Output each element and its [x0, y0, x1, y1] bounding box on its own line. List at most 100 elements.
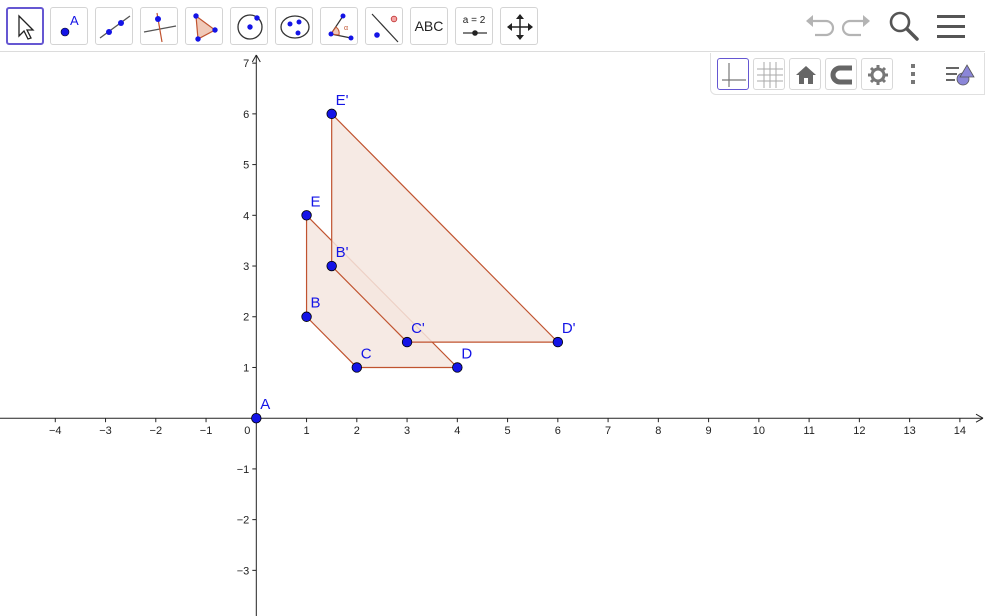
point-e	[301, 210, 312, 221]
x-tick-label: 1	[303, 425, 309, 437]
x-tick-label: −3	[99, 425, 112, 437]
text-tool-button[interactable]: ABC	[410, 7, 448, 45]
grid-toggle-button[interactable]	[753, 58, 785, 90]
algebra-graphics-toggle-icon	[946, 64, 975, 86]
point-b-prime	[326, 260, 337, 272]
arrow-cursor-icon	[18, 14, 35, 40]
reflect-tool-button[interactable]	[365, 7, 403, 45]
y-tick-label: −2	[237, 515, 250, 527]
polygon-icon	[193, 13, 218, 42]
circle-tool-button[interactable]	[230, 7, 268, 45]
svg-text:α: α	[344, 25, 348, 32]
perpendicular-line-tool-button[interactable]	[140, 7, 178, 45]
move-graphics-view-tool-button[interactable]	[500, 7, 538, 45]
point-capturing-button[interactable]	[825, 58, 857, 90]
polygons	[305, 112, 560, 369]
menu-icon	[937, 15, 965, 38]
grid-toggle-icon	[757, 62, 783, 88]
y-tick-label: −1	[237, 464, 250, 476]
algebra-view-toggle-button[interactable]	[943, 58, 975, 90]
more-options-button[interactable]	[897, 58, 929, 90]
x-tick-label: 11	[803, 425, 814, 437]
y-tick-label: 4	[243, 210, 249, 222]
graphics-view[interactable]: −4 −3 −2 −1 0 1 2 3 4 5 6 7 8 9 10 11 12 13 14−3−2−1123456…	[0, 53, 985, 616]
x-tick-label: −1	[200, 425, 213, 437]
axes-toggle-button[interactable]	[717, 58, 749, 90]
perpendicular-line-icon	[143, 12, 177, 43]
y-tick-label: 7	[243, 58, 249, 70]
x-tick-label: 7	[605, 425, 611, 437]
x-tick-label: 6	[555, 425, 561, 437]
point-c	[351, 362, 363, 373]
redo-icon	[841, 15, 870, 37]
x-tick-label: 9	[706, 425, 712, 437]
x-tick-label: −4	[49, 425, 62, 437]
point-a	[251, 412, 262, 424]
point-label: A	[260, 396, 270, 413]
y-axis-arrow	[251, 54, 261, 63]
x-tick-label: 14	[954, 425, 966, 437]
point-e-prime	[326, 108, 337, 120]
slider-tool-label: a = 2	[462, 15, 486, 26]
line-through-two-points-icon	[99, 15, 131, 39]
point-tool-label: A	[70, 13, 79, 28]
more-vertical-icon	[911, 64, 915, 84]
point-label: D	[461, 345, 472, 362]
graphics-style-bar	[710, 53, 985, 95]
point-d	[452, 362, 463, 373]
point-icon	[60, 27, 70, 37]
snap-magnet-icon	[830, 65, 852, 85]
polygon-tool-button[interactable]	[185, 7, 223, 45]
text-tool-label: ABC	[414, 18, 444, 34]
x-tick-label: 2	[354, 425, 360, 437]
line-tool-button[interactable]	[95, 7, 133, 45]
x-tick-label: 10	[753, 425, 765, 437]
point-label: B'	[336, 244, 349, 261]
point-tool-button[interactable]: A	[50, 7, 88, 45]
x-tick-label: 12	[853, 425, 865, 437]
y-tick-label: 6	[243, 109, 249, 121]
undo-icon	[806, 15, 835, 37]
x-tick-label: 3	[404, 425, 410, 437]
x-axis-arrow	[975, 413, 984, 423]
point-label: E	[311, 193, 321, 210]
slider-icon	[463, 30, 487, 36]
x-tick-label: 8	[655, 425, 661, 437]
undo-button[interactable]	[802, 8, 838, 44]
point-label: C'	[411, 320, 425, 337]
circle-with-center-icon	[237, 14, 263, 40]
search-icon	[889, 11, 919, 41]
x-tick-label: 5	[505, 425, 511, 437]
redo-button[interactable]	[838, 8, 874, 44]
ellipse-icon	[280, 15, 310, 39]
angle-tool-button[interactable]: α	[320, 7, 358, 45]
search-button[interactable]	[886, 8, 922, 44]
axes-toggle-icon	[722, 63, 746, 87]
x-tick-label: −2	[150, 425, 163, 437]
standard-view-button[interactable]	[789, 58, 821, 90]
point-d-prime	[552, 336, 564, 348]
move-tool-button[interactable]	[6, 7, 44, 45]
point-label: B	[311, 295, 321, 312]
y-tick-label: −3	[237, 565, 250, 577]
settings-button[interactable]	[861, 58, 893, 90]
points: A B C D E B' C' D' E'	[251, 92, 576, 424]
y-tick-label: 2	[243, 312, 249, 324]
point-b	[301, 311, 312, 322]
main-menu-button[interactable]	[933, 8, 969, 44]
point-c-prime	[401, 336, 413, 348]
y-tick-label: 1	[243, 362, 249, 374]
point-label: C	[361, 345, 372, 362]
ellipse-tool-button[interactable]	[275, 7, 313, 45]
point-label: D'	[562, 320, 576, 337]
axes: −4 −3 −2 −1 0 1 2 3 4 5 6 7 8 9 10 11 12 13 14−3−2−1123456…	[0, 54, 984, 616]
x-tick-label: 13	[903, 425, 915, 437]
move-arrows-icon	[507, 14, 533, 40]
home-icon	[796, 66, 816, 84]
x-tick-label: 4	[454, 425, 460, 437]
y-tick-label: 3	[243, 261, 249, 273]
slider-tool-button[interactable]: a = 2	[455, 7, 493, 45]
angle-icon: α	[328, 13, 354, 41]
y-tick-label: 5	[243, 160, 249, 172]
point-label: E'	[336, 92, 349, 109]
